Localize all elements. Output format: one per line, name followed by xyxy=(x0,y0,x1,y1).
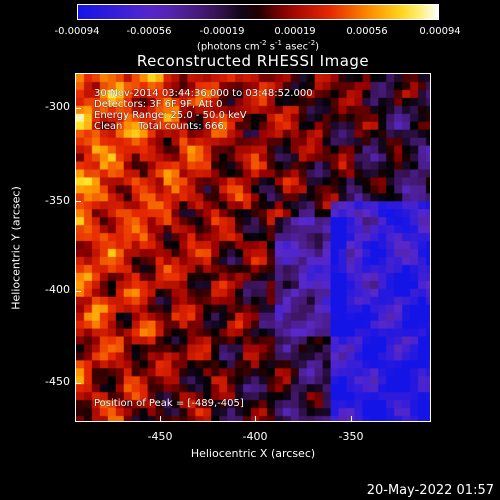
y-tick-label: -350 xyxy=(45,194,70,207)
x-tick-label: -350 xyxy=(338,430,364,443)
colorbar-tick-label: 0.00094 xyxy=(419,26,461,37)
y-axis-label: Heliocentric Y (arcsec) xyxy=(9,186,23,310)
annotation-time-range: 30-Nov-2014 03:44:36.000 to 03:48:52.000 xyxy=(94,88,313,99)
colorbar-tick-label: 0.00019 xyxy=(274,26,316,37)
annotation-clean-counts: Clean Total counts: 666. xyxy=(94,121,228,132)
y-tick-mark xyxy=(75,201,81,202)
y-tick-label: -300 xyxy=(45,100,70,113)
generation-timestamp: 20-May-2022 01:57 xyxy=(366,483,494,498)
colorbar-tick-label: -0.00056 xyxy=(126,26,172,37)
y-tick-mark xyxy=(75,291,81,292)
x-tick-mark xyxy=(160,416,161,422)
colorbar-tick-label: -0.00019 xyxy=(199,26,245,37)
y-tick-mark xyxy=(75,108,81,109)
y-tick-mark xyxy=(75,383,81,384)
annotation-peak-position: Position of Peak = [-489,-405] xyxy=(94,398,244,409)
colorbar-tick-label: -0.00094 xyxy=(54,26,100,37)
plot-title: Reconstructed RHESSI Image xyxy=(136,52,370,70)
colorbar xyxy=(77,4,439,20)
x-tick-label: -400 xyxy=(242,430,268,443)
y-tick-label: -400 xyxy=(45,283,70,296)
annotation-detectors: Detectors: 3F 6F 9F, Att 0 xyxy=(94,99,223,110)
colorbar-tick-label: 0.00056 xyxy=(346,26,388,37)
x-tick-mark xyxy=(351,416,352,422)
y-tick-label: -450 xyxy=(45,375,70,388)
x-axis-label: Heliocentric X (arcsec) xyxy=(190,447,316,460)
rhessi-image-heatmap xyxy=(76,74,430,421)
colorbar-unit-label: (photons cm-2 s-1 asec-2) xyxy=(196,39,320,53)
x-tick-label: -450 xyxy=(147,430,173,443)
annotation-energy-range: Energy Range: 25.0 - 50.0 keV xyxy=(94,110,247,121)
x-tick-mark xyxy=(255,416,256,422)
image-plot-area: 30-Nov-2014 03:44:36.000 to 03:48:52.000… xyxy=(75,73,431,422)
